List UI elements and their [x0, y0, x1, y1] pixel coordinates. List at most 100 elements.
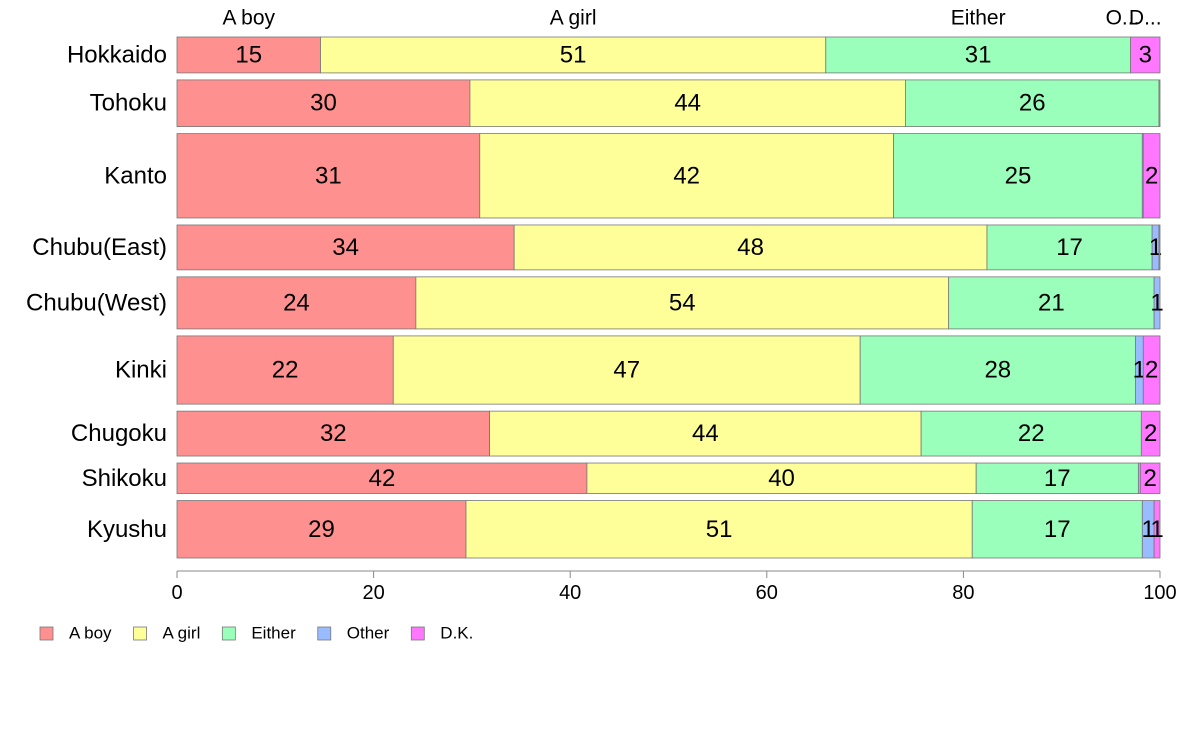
bar-segment-either	[948, 276, 1155, 330]
data-label: 1	[1133, 357, 1146, 384]
bar-segment-other	[1158, 79, 1161, 127]
data-label: 21	[1038, 289, 1065, 316]
data-label: 26	[1019, 90, 1046, 117]
bar-segment-other	[1153, 276, 1161, 330]
row-kyushu: Kyushu 29 51 17 11	[87, 500, 1164, 559]
row-chubu-east: Chubu(East) 34 48 17 1	[32, 224, 1162, 271]
data-label: 44	[692, 420, 719, 447]
bar-segment-a-boy	[176, 133, 481, 219]
data-label: 2	[1144, 420, 1157, 447]
category-label: Kinki	[115, 357, 167, 384]
legend-item-either: Either	[221, 624, 296, 643]
top-label-a-girl: A girl	[550, 7, 597, 30]
data-label: 44	[674, 90, 701, 117]
bar-segment-a-boy	[176, 410, 490, 457]
legend-label: A boy	[69, 624, 112, 643]
bar-segment-either	[975, 462, 1139, 494]
row-tohoku: Tohoku 30 44 26	[90, 79, 1161, 127]
bar-segment-a-boy	[176, 224, 515, 271]
bar-segment-a-girl	[586, 462, 977, 494]
legend-label: Other	[347, 624, 390, 643]
legend-item-a-boy: A boy	[39, 624, 112, 643]
data-label: 51	[706, 516, 733, 543]
legend-item-a-girl: A girl	[133, 624, 201, 643]
data-label: 3	[1139, 41, 1152, 68]
data-label: 47	[613, 357, 640, 384]
category-label: Chugoku	[71, 420, 167, 447]
row-chugoku: Chugoku 32 44 22 2	[71, 410, 1161, 457]
data-label: 17	[1056, 234, 1083, 261]
data-label: 42	[369, 465, 396, 492]
row-shikoku: Shikoku 42 40 17 2	[82, 462, 1161, 494]
bar-segment-d-k	[1158, 224, 1161, 271]
legend-swatch	[317, 626, 332, 641]
data-label: 1	[1150, 516, 1163, 543]
category-label: Chubu(West)	[26, 289, 167, 316]
data-label: 51	[560, 41, 587, 68]
category-label: Tohoku	[90, 90, 167, 117]
category-label: Shikoku	[82, 465, 167, 492]
data-label: 32	[320, 420, 347, 447]
category-label: Chubu(East)	[32, 234, 167, 261]
bar-segment-either	[905, 79, 1160, 127]
data-label: 1	[1150, 289, 1163, 316]
category-label: Kyushu	[87, 516, 167, 543]
data-label: 2	[1145, 357, 1158, 384]
data-label: 30	[310, 90, 337, 117]
bar-segment-either	[986, 224, 1153, 271]
data-label: 1	[1142, 516, 1155, 543]
bar-segment-a-boy	[176, 79, 471, 127]
data-label: 31	[965, 41, 992, 68]
bar-segment-d-k	[1142, 335, 1161, 405]
legend-item-d-k: D.K.	[410, 624, 473, 643]
bar-segment-a-girl	[415, 276, 950, 330]
row-kinki: Kinki 22 47 28 12	[115, 335, 1161, 405]
x-tick-label: 80	[952, 582, 974, 604]
bar-segment-either	[920, 410, 1142, 457]
bar-segment-a-boy	[176, 500, 467, 559]
bar-segment-a-girl	[513, 224, 988, 271]
top-label-d-k: D...	[1129, 7, 1162, 30]
bar-segment-either	[971, 500, 1143, 559]
bar-segment-d-k	[1140, 410, 1161, 457]
x-tick-label: 40	[559, 582, 581, 604]
bar-segment-d-k	[1130, 36, 1161, 74]
data-label: 25	[1005, 162, 1032, 189]
bar-segment-a-boy	[176, 276, 417, 330]
x-tick-label: 100	[1143, 582, 1176, 604]
bar-segment-either	[859, 335, 1136, 405]
bar-segment-d-k	[1139, 462, 1161, 494]
data-label: 2	[1143, 465, 1156, 492]
top-label-either: Either	[951, 7, 1006, 30]
data-label: 54	[669, 289, 696, 316]
top-category-labels: A boy A girl Either O...D...	[222, 7, 1161, 30]
bar-segment-a-girl	[479, 133, 895, 219]
data-label: 15	[235, 41, 262, 68]
data-label: 22	[1018, 420, 1045, 447]
bar-segment-a-boy	[176, 335, 394, 405]
bar-segment-either	[893, 133, 1143, 219]
legend: A boy A girl Either Other D.K.	[39, 624, 473, 643]
data-label: 22	[272, 357, 299, 384]
data-label: 17	[1044, 516, 1071, 543]
x-tick-label: 60	[756, 582, 778, 604]
bar-segment-d-k	[1153, 500, 1161, 559]
legend-swatch	[410, 626, 425, 641]
data-label: 42	[673, 162, 700, 189]
data-label: 31	[315, 162, 342, 189]
category-label: Hokkaido	[67, 41, 167, 68]
legend-label: Either	[251, 624, 296, 643]
legend-item-other: Other	[317, 624, 390, 643]
x-axis: 0 20 40 60 80 100	[171, 570, 1177, 604]
row-hokkaido: Hokkaido 15 51 31 3	[67, 36, 1161, 74]
bar-segment-a-girl	[392, 335, 861, 405]
data-label: 34	[332, 234, 359, 261]
legend-label: A girl	[163, 624, 201, 643]
x-tick-label: 0	[171, 582, 182, 604]
row-chubu-west: Chubu(West) 24 54 21 1	[26, 276, 1164, 330]
legend-label: D.K.	[440, 624, 473, 643]
legend-swatch	[221, 626, 236, 641]
bar-segment-a-girl	[320, 36, 827, 74]
x-tick-label: 20	[362, 582, 384, 604]
